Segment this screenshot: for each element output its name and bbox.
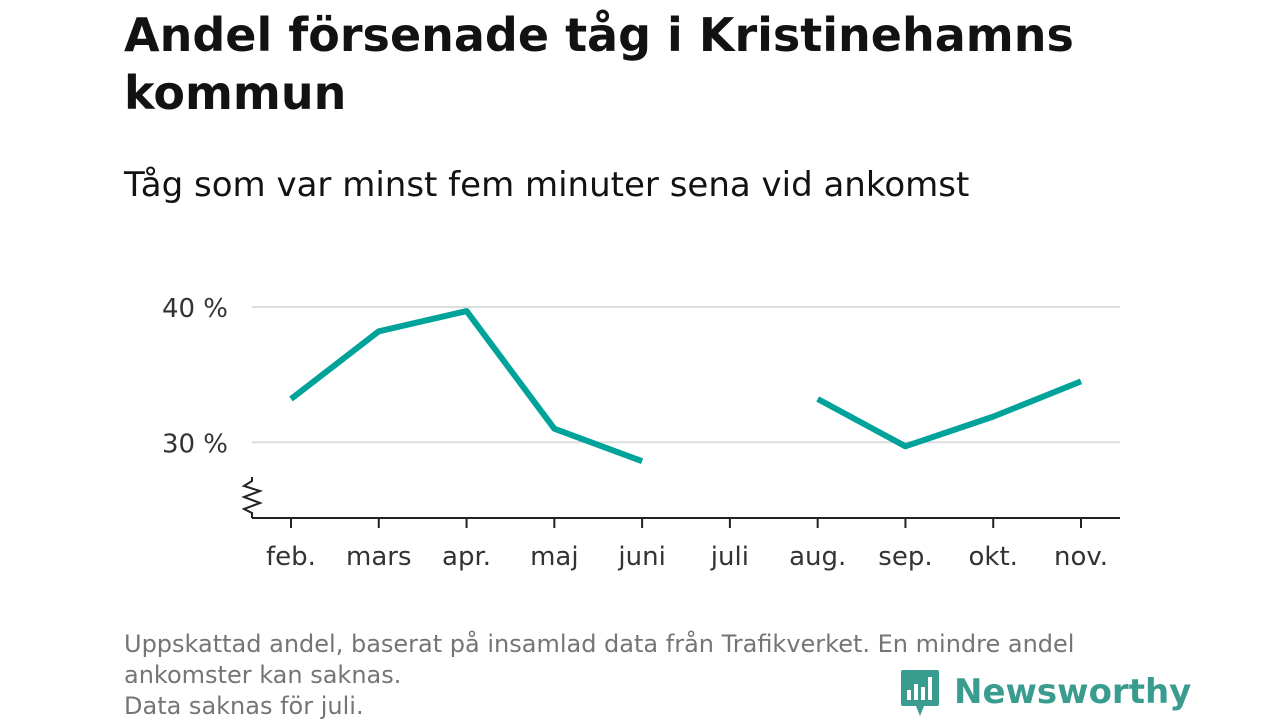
- x-tick-label: apr.: [442, 542, 491, 572]
- y-tick-label: 30 %: [162, 429, 228, 459]
- series-line-segment-2: [816, 378, 1083, 450]
- x-tick-label: maj: [530, 542, 578, 572]
- y-tick-labels: 30 % 40 %: [162, 294, 228, 459]
- x-tick-label: aug.: [789, 542, 846, 572]
- logo-text: Newsworthy: [954, 672, 1192, 712]
- newsworthy-bar-chart-icon: [901, 670, 939, 716]
- x-tick-labels: feb. mars apr. maj juni juli aug. sep. okt. nov.: [266, 542, 1108, 572]
- series-line-segment-1: [289, 308, 644, 465]
- x-tick-label: feb.: [266, 542, 316, 572]
- newsworthy-logo: Newsworthy: [900, 668, 1191, 720]
- y-axis-break-icon: [241, 477, 264, 518]
- grid-lines: [252, 306, 1120, 444]
- x-tick-label: nov.: [1054, 542, 1108, 572]
- footer-note-line-1: Uppskattad andel, baserat på insamlad da…: [124, 630, 1075, 658]
- footer-note-line-2: ankomster kan saknas.: [124, 661, 402, 689]
- x-tick-label: juni: [617, 542, 665, 572]
- x-tick-label: sep.: [878, 542, 932, 572]
- chart-footer: Uppskattad andel, baserat på insamlad da…: [124, 629, 1164, 722]
- x-tick-label: okt.: [969, 542, 1018, 572]
- series-lines: [289, 308, 1083, 465]
- y-tick-label: 40 %: [162, 294, 228, 324]
- chart-title: Andel försenade tåg i Kristinehamns komm…: [124, 8, 1074, 120]
- x-axis: [241, 477, 1120, 528]
- footer-note-line-3: Data saknas för juli.: [124, 692, 364, 720]
- line-chart: 30 % 40 % feb. mars apr. maj juni juli aug. sep.…: [162, 294, 1120, 572]
- x-tick-label: juli: [710, 542, 749, 572]
- chart-subtitle: Tåg som var minst fem minuter sena vid a…: [124, 165, 970, 205]
- x-tick-label: mars: [346, 542, 412, 572]
